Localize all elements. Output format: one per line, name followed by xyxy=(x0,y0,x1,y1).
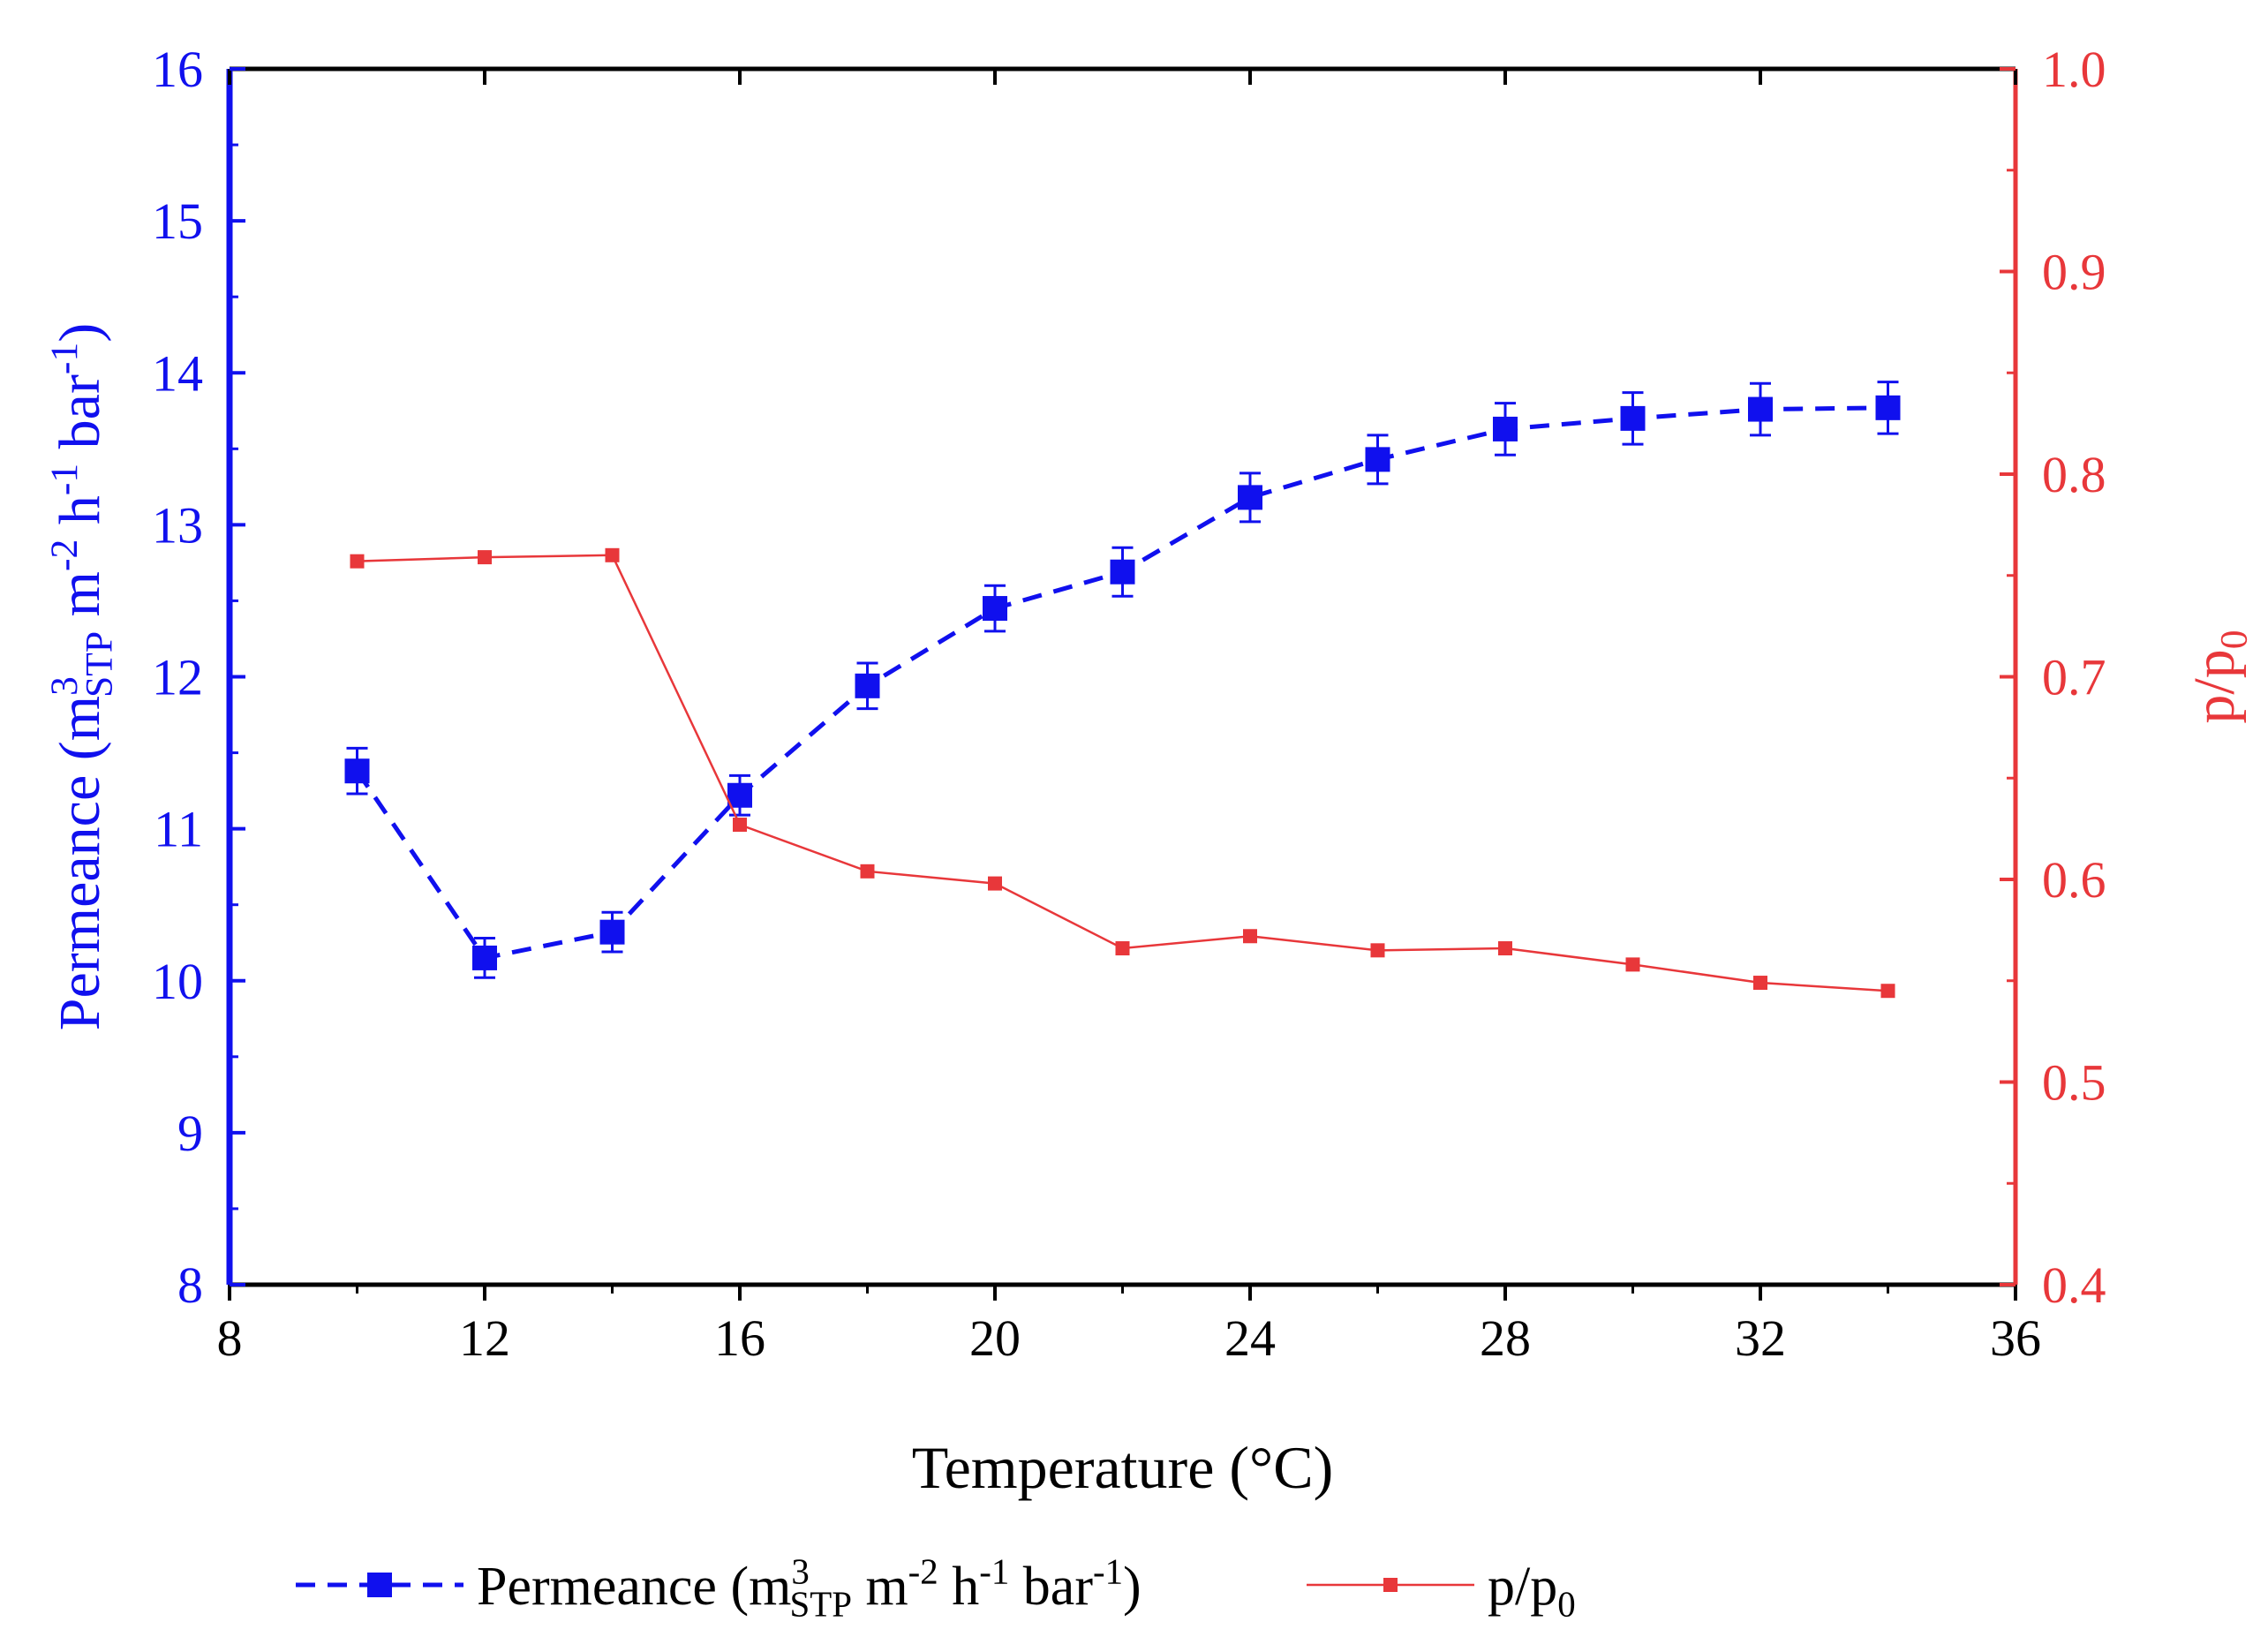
label-part: m xyxy=(852,1557,908,1617)
x-tick-label: 12 xyxy=(459,1309,510,1367)
label-part: -2 xyxy=(908,1551,938,1591)
pp0-point xyxy=(860,864,875,879)
pp0-point xyxy=(988,876,1002,891)
permeance-point xyxy=(1748,396,1773,422)
label-part: Permeance (m xyxy=(477,1557,791,1617)
permeance-point xyxy=(1620,405,1646,431)
legend-permeance-marker xyxy=(367,1573,392,1597)
label-part: 0 xyxy=(1557,1585,1575,1625)
permeance-point xyxy=(344,758,370,784)
permeance-point xyxy=(599,919,625,945)
label-part: ) xyxy=(1123,1557,1142,1617)
label-part: -1 xyxy=(43,343,86,374)
left-y-axis-title: Permeance (m3STP m-2 h-1 bar-1) xyxy=(43,323,121,1031)
label-part: STP xyxy=(79,631,121,698)
x-tick-label: 28 xyxy=(1480,1309,1531,1367)
pp0-point xyxy=(605,547,620,562)
label-part: bar xyxy=(1009,1557,1093,1617)
label-part: 3 xyxy=(43,676,86,696)
permeance-point xyxy=(1875,395,1901,420)
permeance-point xyxy=(855,673,880,698)
pp0-point xyxy=(478,550,492,565)
pp0-line xyxy=(357,554,1888,992)
permeance-point xyxy=(1365,447,1390,472)
permeance-point xyxy=(1110,559,1135,585)
label-part: p/p xyxy=(1488,1557,1557,1617)
pp0-point xyxy=(733,818,747,833)
right-y-tick-label: 0.4 xyxy=(2042,1256,2106,1314)
label-part: bar xyxy=(48,374,112,464)
right-y-tick-label: 0.6 xyxy=(2042,851,2106,909)
right-y-tick-label: 0.7 xyxy=(2042,649,2106,706)
pp0-point xyxy=(1498,941,1512,956)
left-y-tick-label: 9 xyxy=(177,1105,203,1162)
label-part: h xyxy=(938,1557,980,1617)
legend-pp0-label: p/p0 xyxy=(1488,1557,1576,1625)
pp0-point xyxy=(1370,943,1385,958)
pp0-point xyxy=(1753,976,1767,991)
permeance-line xyxy=(355,405,1888,961)
x-tick-label: 36 xyxy=(1990,1309,2041,1367)
label-part: 3 xyxy=(791,1551,809,1591)
left-y-tick-label: 16 xyxy=(152,41,203,98)
pp0-point xyxy=(350,554,365,569)
legend-pp0-marker xyxy=(1383,1578,1398,1592)
permeance-point xyxy=(1493,416,1518,441)
label-part: -1 xyxy=(1093,1551,1123,1591)
left-y-tick-label: 11 xyxy=(154,801,203,858)
label-part: h xyxy=(48,495,112,539)
permeance-point xyxy=(1238,485,1262,510)
left-y-tick-label: 8 xyxy=(177,1256,203,1314)
label-part: Permeance (m xyxy=(48,696,112,1030)
x-axis-title: Temperature (°C) xyxy=(912,1434,1333,1501)
right-y-tick-label: 0.5 xyxy=(2042,1054,2106,1112)
label-part: -1 xyxy=(979,1551,1009,1591)
permeance-point xyxy=(472,945,497,970)
label-part: -1 xyxy=(43,464,86,495)
label-part: p/p xyxy=(2182,649,2247,723)
pp0-point xyxy=(1625,957,1640,972)
permeance-point xyxy=(727,782,752,808)
left-y-tick-label: 13 xyxy=(152,496,203,554)
x-tick-label: 8 xyxy=(217,1309,243,1367)
label-part: STP xyxy=(789,1585,851,1625)
left-y-tick-label: 10 xyxy=(152,953,203,1010)
permeance-point xyxy=(983,596,1007,622)
pp0-point xyxy=(1243,929,1257,944)
left-y-tick-label: 14 xyxy=(152,344,203,402)
right-y-tick-label: 1.0 xyxy=(2042,41,2106,98)
pp0-point xyxy=(1880,984,1895,999)
right-y-tick-label: 0.8 xyxy=(2042,446,2106,503)
label-part: 0 xyxy=(2213,630,2256,649)
label-part: -2 xyxy=(43,539,86,571)
x-tick-label: 32 xyxy=(1735,1309,1786,1367)
left-y-tick-label: 12 xyxy=(152,649,203,706)
right-y-axis-title: p/p0 xyxy=(2182,630,2256,723)
left-y-tick-label: 15 xyxy=(152,192,203,250)
x-tick-label: 20 xyxy=(969,1309,1021,1367)
legend-permeance-label: Permeance (m3 STP m-2 h-1 bar-1) xyxy=(477,1551,1142,1624)
x-tick-label: 24 xyxy=(1224,1309,1276,1367)
right-y-tick-label: 0.9 xyxy=(2042,244,2106,301)
label-part: ) xyxy=(48,323,112,343)
label-part: m xyxy=(48,571,112,631)
x-tick-label: 16 xyxy=(714,1309,765,1367)
pp0-point xyxy=(1115,941,1130,956)
